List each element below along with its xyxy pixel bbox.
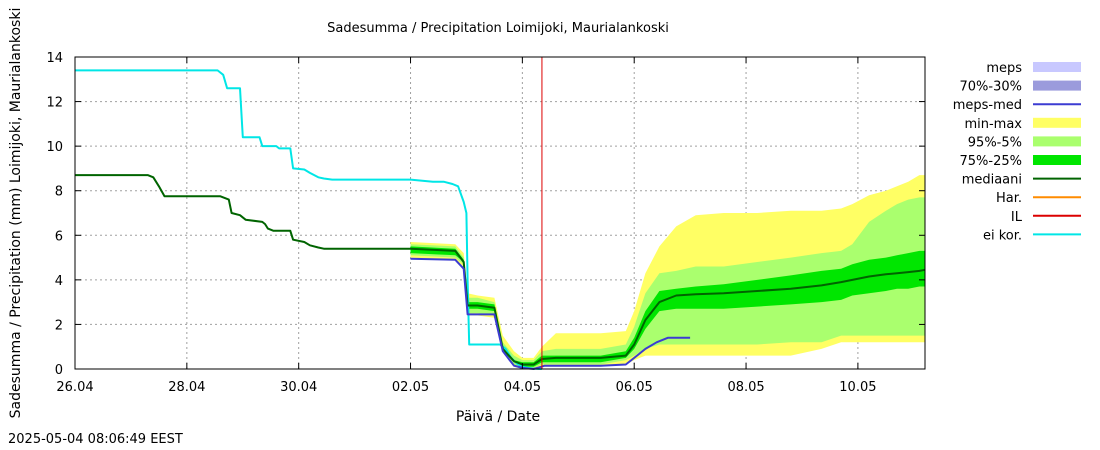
legend-label-ei-kor: ei kor. xyxy=(983,228,1022,243)
legend-label-meps: meps xyxy=(986,61,1022,76)
percentile-bands xyxy=(410,175,925,369)
y-tick-label: 10 xyxy=(46,140,63,155)
timestamp: 2025-05-04 08:06:49 EEST xyxy=(8,432,183,447)
legend-swatch-70-30 xyxy=(1033,80,1081,91)
y-tick-label: 14 xyxy=(46,51,63,66)
legend-label-75-25: 75%-25% xyxy=(960,154,1022,169)
axis-ticks: 26.04 28.04 30.04 02.05 04.05 06.05 08.05 10.05… xyxy=(46,51,925,395)
x-tick-label: 10.05 xyxy=(839,380,876,395)
x-tick-label: 26.04 xyxy=(56,380,93,395)
legend-swatch-95-5 xyxy=(1033,136,1081,147)
x-tick-label: 30.04 xyxy=(280,380,317,395)
legend: meps 70%-30% meps-med min-max 95%-5% 75%-25% m… xyxy=(953,61,1081,243)
legend-label-meps-med: meps-med xyxy=(953,98,1022,113)
y-tick-label: 0 xyxy=(55,363,63,378)
y-tick-label: 12 xyxy=(46,96,63,111)
plot-frame xyxy=(74,56,926,370)
chart-title: Sadesumma / Precipitation Loimijoki, Mau… xyxy=(327,21,669,36)
band-75-25- xyxy=(410,246,925,367)
band-95-5- xyxy=(410,197,925,368)
legend-swatch-min-max xyxy=(1033,117,1081,128)
legend-label-il: IL xyxy=(1011,210,1023,225)
legend-label-min-max: min-max xyxy=(964,117,1022,132)
legend-swatch-meps xyxy=(1033,62,1081,72)
y-tick-label: 8 xyxy=(55,185,63,200)
x-tick-label: 08.05 xyxy=(727,380,764,395)
x-tick-label: 28.04 xyxy=(168,380,205,395)
legend-label-95-5: 95%-5% xyxy=(968,135,1022,150)
legend-label-har: Har. xyxy=(996,191,1022,206)
y-tick-label: 4 xyxy=(55,274,63,289)
x-tick-label: 02.05 xyxy=(392,380,429,395)
y-tick-label: 6 xyxy=(55,229,63,244)
series-line-mediaani xyxy=(75,174,926,366)
x-axis-label: Päivä / Date xyxy=(456,409,540,425)
legend-swatch-75-25 xyxy=(1033,155,1081,165)
x-tick-label: 06.05 xyxy=(616,380,653,395)
y-axis-label: Sadesumma / Precipitation (mm) Loimijoki… xyxy=(8,8,24,419)
y-tick-label: 2 xyxy=(55,318,63,333)
legend-label-mediaani: mediaani xyxy=(962,173,1022,188)
legend-label-70-30: 70%-30% xyxy=(960,80,1022,95)
x-tick-label: 04.05 xyxy=(504,380,541,395)
